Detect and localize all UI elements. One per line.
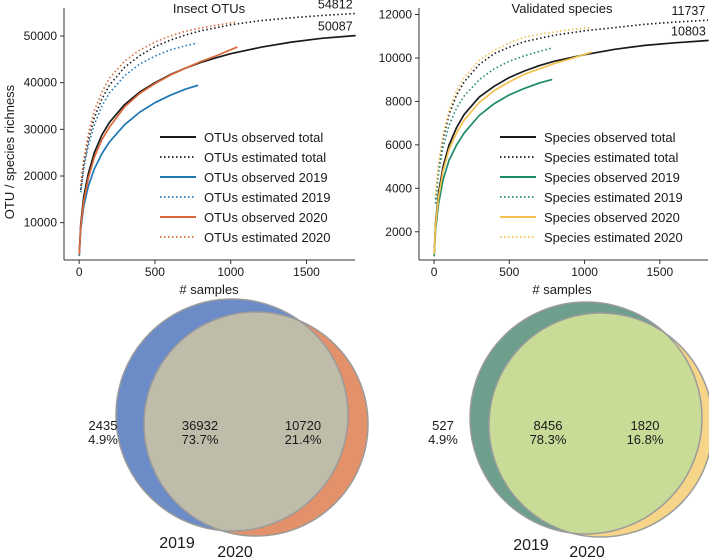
insect-otus-chart: Insect OTUs # samples OTU / species rich… <box>2 0 356 297</box>
series-line-species-estimated-2019 <box>434 47 552 204</box>
venn-outline-2020 <box>488 312 709 538</box>
y-tick-label: 30000 <box>24 122 58 136</box>
legend-label-species-observed-2019: Species observed 2019 <box>544 170 680 185</box>
x-tick-label: 1500 <box>646 265 673 279</box>
end-value-label: 50087 <box>318 20 353 34</box>
end-value-label: 11737 <box>672 4 706 18</box>
legend-label-otus-estimated-2019: OTUs estimated 2019 <box>204 190 330 205</box>
region-2019-only-percent: 4.9% <box>428 432 458 447</box>
legend-label-species-estimated-2019: Species estimated 2019 <box>544 190 683 205</box>
y-tick-label: 8000 <box>385 94 412 108</box>
y-tick-label: 10000 <box>24 216 58 230</box>
y-tick-label: 4000 <box>385 181 412 195</box>
legend-label-otus-observed-2020: OTUs observed 2020 <box>204 210 328 225</box>
validated-species-chart: Validated species # samples 0 500 1000 1500… <box>379 1 709 297</box>
y-tick-label: 20000 <box>24 169 58 183</box>
series-line-species-estimated-2020 <box>434 26 591 195</box>
series-line-otus-observed-2020 <box>78 46 238 255</box>
set-label-2019: 2019 <box>513 537 549 554</box>
x-tick-label: 0 <box>76 265 83 279</box>
y-tick-label: 10000 <box>379 51 413 65</box>
region-both-percent: 73.7% <box>182 432 219 447</box>
region-2019-only-count: 2435 <box>89 418 118 433</box>
y-tick-label: 12000 <box>379 8 413 22</box>
x-tick-label: 1500 <box>293 265 320 279</box>
series-line-species-observed-total <box>433 39 709 255</box>
venn-overlap <box>489 313 703 535</box>
y-axis-label: OTU / species richness <box>2 84 17 219</box>
end-value-label: 54812 <box>318 0 353 12</box>
venn-outline-2020 <box>143 311 369 537</box>
region-2019-only-count: 527 <box>432 418 454 433</box>
x-axis-label: # samples <box>179 282 239 297</box>
region-both-percent: 78.3% <box>530 432 567 447</box>
region-2020-only-percent: 16.8% <box>627 432 664 447</box>
x-tick-label: 1000 <box>571 265 598 279</box>
end-value-label: 10803 <box>671 25 706 39</box>
chart-title: Validated species <box>512 1 613 16</box>
venn-overlap <box>143 311 348 531</box>
legend-label-species-observed-total: Species observed total <box>544 130 676 145</box>
legend-label-species-estimated-total: Species estimated total <box>544 150 679 165</box>
x-tick-label: 1000 <box>217 265 244 279</box>
legend-label-species-observed-2020: Species observed 2020 <box>544 210 680 225</box>
legend-label-otus-estimated-total: OTUs estimated total <box>204 150 326 165</box>
region-both-count: 36932 <box>182 418 218 433</box>
region-2020-only-percent: 21.4% <box>285 432 322 447</box>
species-venn-diagram: 527 4.9% 8456 78.3% 1820 16.8% 2019 2020 <box>428 301 709 558</box>
region-2019-only-percent: 4.9% <box>88 432 118 447</box>
y-tick-label: 50000 <box>24 29 58 43</box>
y-tick-label: 2000 <box>385 225 412 239</box>
set-label-2020: 2020 <box>217 544 253 558</box>
region-both-count: 8456 <box>534 418 563 433</box>
legend-label-otus-estimated-2020: OTUs estimated 2020 <box>204 230 330 245</box>
chart-title: Insect OTUs <box>173 1 246 16</box>
otu-venn-diagram: 2435 4.9% 36932 73.7% 10720 21.4% 2019 2… <box>88 298 369 558</box>
legend-label-species-estimated-2020: Species estimated 2020 <box>544 230 683 245</box>
x-axis-label: # samples <box>532 282 592 297</box>
region-2020-only-count: 1820 <box>631 418 660 433</box>
legend-label-otus-observed-2019: OTUs observed 2019 <box>204 170 328 185</box>
set-label-2020: 2020 <box>569 544 605 558</box>
y-tick-label: 6000 <box>385 138 412 152</box>
x-tick-label: 0 <box>431 265 438 279</box>
set-label-2019: 2019 <box>159 535 195 552</box>
y-tick-label: 40000 <box>24 76 58 90</box>
series-line-species-observed-2020 <box>433 51 592 255</box>
x-tick-label: 500 <box>145 265 165 279</box>
region-2020-only-count: 10720 <box>285 418 321 433</box>
x-tick-label: 500 <box>499 265 519 279</box>
venn-outline-2019 <box>469 301 703 535</box>
legend-label-otus-observed-total: OTUs observed total <box>204 130 323 145</box>
series-line-otus-estimated-2020 <box>79 21 237 186</box>
venn-outline-2019 <box>115 298 349 532</box>
